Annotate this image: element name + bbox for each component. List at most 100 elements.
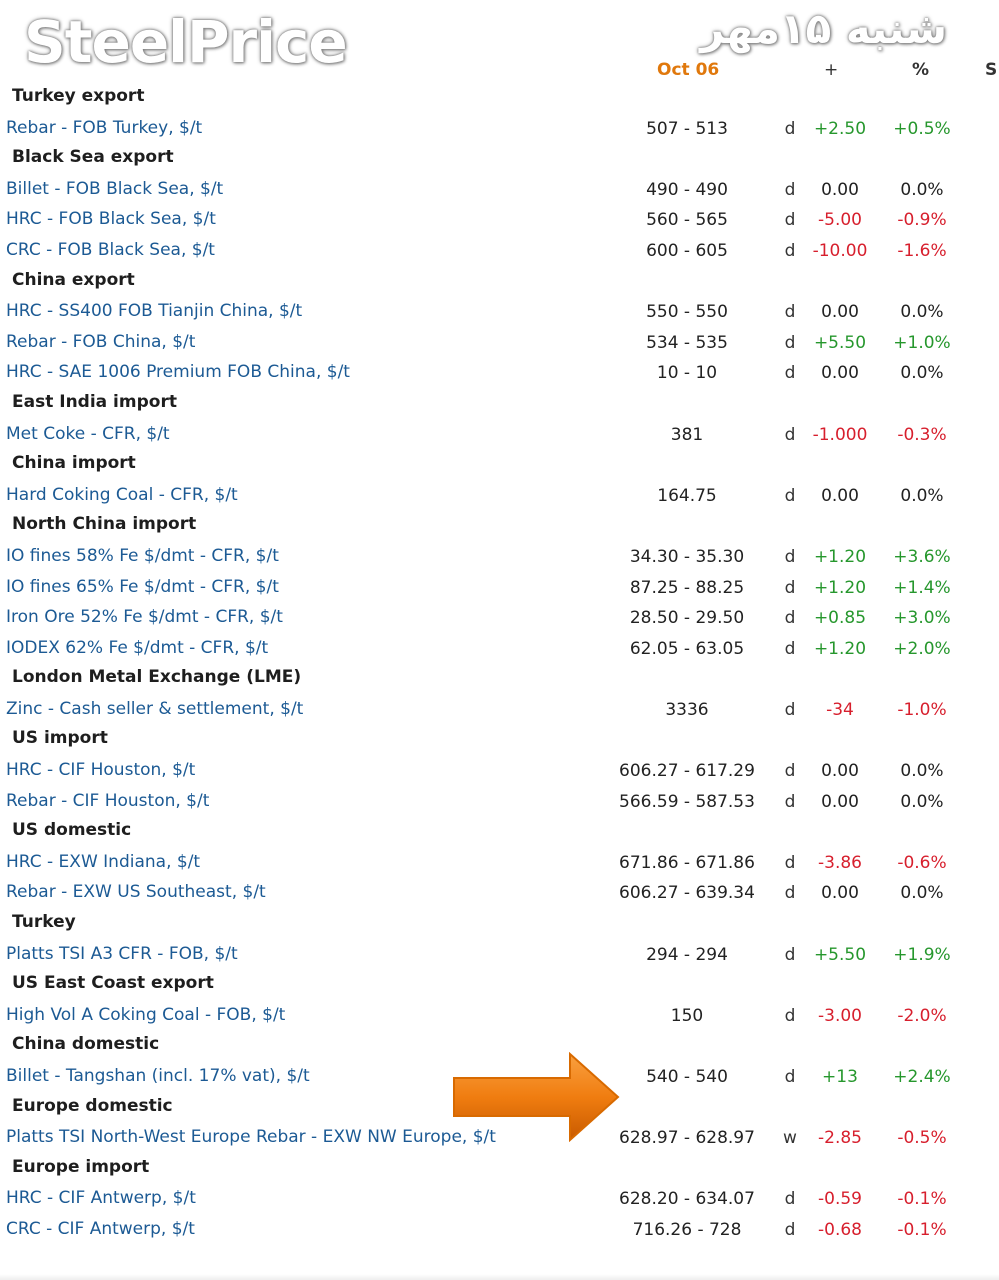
price-range: 606.27 - 617.29	[619, 761, 755, 782]
product-link[interactable]: Platts TSI North-West Europe Rebar - EXW…	[6, 1127, 496, 1148]
section-title: China import	[12, 453, 136, 474]
product-link[interactable]: Hard Coking Coal - CFR, $/t	[6, 484, 238, 505]
frequency: d	[784, 546, 796, 567]
product-link[interactable]: Rebar - CIF Houston, $/t	[6, 790, 210, 811]
price-change: -3.86	[818, 852, 862, 873]
section-header: North China import	[0, 512, 999, 543]
frequency: d	[784, 791, 796, 812]
price-change: +13	[822, 1067, 858, 1087]
price-row: Iron Ore 52% Fe $/dmt - CFR, $/t 28.50 - …	[0, 604, 999, 635]
product-link[interactable]: IO fines 65% Fe $/dmt - CFR, $/t	[6, 576, 279, 597]
product-link[interactable]: Iron Ore 52% Fe $/dmt - CFR, $/t	[6, 607, 283, 628]
price-change: -1.000	[812, 424, 868, 445]
percent-change: -1.6%	[897, 240, 947, 261]
price-change: 0.00	[821, 791, 859, 812]
product-link[interactable]: CRC - CIF Antwerp, $/t	[6, 1218, 195, 1239]
price-range: 34.30 - 35.30	[629, 546, 745, 567]
product-link[interactable]: Billet - FOB Black Sea, $/t	[6, 178, 224, 199]
price-range: 3336	[665, 699, 709, 720]
price-row: Zinc - Cash seller & settlement, $/t 3336…	[0, 696, 999, 727]
product-link[interactable]: HRC - CIF Houston, $/t	[6, 760, 196, 781]
percent-change: +1.4%	[893, 577, 951, 598]
section-header: Europe import	[0, 1155, 999, 1186]
price-change: +5.50	[813, 944, 867, 965]
product-link[interactable]: HRC - FOB Black Sea, $/t	[6, 209, 216, 230]
price-range: 550 - 550	[646, 302, 728, 323]
product-link[interactable]: Met Coke - CFR, $/t	[6, 423, 170, 444]
price-range: 507 - 513	[646, 118, 728, 139]
column-header-date[interactable]: Oct 06	[657, 60, 720, 80]
product-link[interactable]: HRC - SAE 1006 Premium FOB China, $/t	[6, 362, 350, 383]
percent-change: 0.0%	[900, 883, 944, 904]
product-link[interactable]: CRC - FOB Black Sea, $/t	[6, 239, 215, 260]
price-row: Met Coke - CFR, $/t 381 d -1.000 -0.3%	[0, 421, 999, 452]
price-range: 671.86 - 671.86	[619, 852, 755, 873]
product-link[interactable]: Rebar - FOB China, $/t	[6, 331, 196, 352]
frequency: d	[784, 1005, 796, 1026]
percent-change: +0.5%	[893, 118, 951, 139]
section-title: Turkey export	[12, 86, 145, 106]
section-title: China export	[12, 269, 135, 290]
price-change: -0.59	[818, 1189, 862, 1210]
product-link[interactable]: Billet - Tangshan (incl. 17% vat), $/t	[6, 1066, 310, 1086]
product-link[interactable]: IODEX 62% Fe $/dmt - CFR, $/t	[6, 637, 269, 658]
price-row: CRC - CIF Antwerp, $/t 716.26 - 728 d -0.68…	[0, 1216, 999, 1247]
price-change: 0.00	[821, 485, 859, 506]
section-header: US domestic	[0, 818, 999, 849]
product-link[interactable]: Zinc - Cash seller & settlement, $/t	[6, 698, 304, 719]
percent-change: 0.0%	[900, 791, 944, 812]
frequency: d	[784, 302, 796, 323]
frequency: d	[784, 699, 796, 720]
price-range: 62.05 - 63.05	[629, 638, 745, 659]
percent-change: -0.5%	[897, 1128, 947, 1149]
price-change: -34	[826, 699, 854, 720]
section-title: London Metal Exchange (LME)	[12, 667, 302, 688]
section-title: East India import	[12, 391, 177, 412]
percent-change: 0.0%	[900, 179, 944, 200]
price-change: +1.20	[813, 638, 867, 659]
percent-change: +2.0%	[893, 638, 951, 659]
price-row: HRC - CIF Antwerp, $/t 628.20 - 634.07 d -0…	[0, 1185, 999, 1216]
section-title: US import	[12, 728, 108, 749]
percent-change: -0.1%	[897, 1219, 947, 1240]
price-change: -10.00	[812, 240, 868, 261]
section-header: East India import	[0, 390, 999, 421]
price-row: High Vol A Coking Coal - FOB, $/t 150 d -3.…	[0, 1002, 999, 1033]
frequency: d	[784, 761, 796, 782]
price-change: -3.00	[818, 1005, 862, 1026]
section-title: Europe import	[12, 1156, 150, 1177]
frequency: d	[784, 577, 796, 598]
section-header: Turkey export	[0, 84, 999, 115]
product-link[interactable]: High Vol A Coking Coal - FOB, $/t	[6, 1004, 286, 1025]
section-header: London Metal Exchange (LME)	[0, 665, 999, 696]
column-header-extra: S	[985, 60, 998, 80]
product-link[interactable]: Rebar - FOB Turkey, $/t	[6, 117, 203, 138]
percent-change: -0.9%	[897, 210, 947, 231]
product-link[interactable]: Rebar - EXW US Southeast, $/t	[6, 882, 266, 903]
price-range: 10 - 10	[656, 363, 718, 384]
column-header-change[interactable]: +	[824, 60, 839, 80]
price-table: Turkey export Rebar - FOB Turkey, $/t 507 …	[0, 84, 999, 1247]
product-link[interactable]: HRC - CIF Antwerp, $/t	[6, 1188, 196, 1209]
product-link[interactable]: HRC - SS400 FOB Tianjin China, $/t	[6, 301, 303, 322]
section-header: US import	[0, 726, 999, 757]
column-header-percent[interactable]: %	[912, 60, 930, 80]
product-link[interactable]: IO fines 58% Fe $/dmt - CFR, $/t	[6, 545, 279, 566]
price-range: 716.26 - 728	[632, 1219, 742, 1240]
price-row: HRC - FOB Black Sea, $/t 560 - 565 d -5.00 -…	[0, 206, 999, 237]
frequency: d	[784, 240, 796, 261]
section-title: Turkey	[12, 912, 76, 933]
section-title: Europe domestic	[12, 1095, 173, 1116]
frequency: d	[784, 485, 796, 506]
price-row: Hard Coking Coal - CFR, $/t 164.75 d 0.00 0.…	[0, 482, 999, 513]
percent-change: +1.9%	[893, 944, 951, 965]
product-link[interactable]: Platts TSI A3 CFR - FOB, $/t	[6, 943, 238, 964]
price-range: 540 - 540	[646, 1067, 728, 1087]
product-link[interactable]: HRC - EXW Indiana, $/t	[6, 851, 201, 872]
frequency: d	[784, 852, 796, 873]
price-range: 164.75	[657, 485, 717, 506]
frequency: d	[784, 363, 796, 384]
section-header: Europe domestic	[0, 1094, 999, 1125]
frequency: d	[784, 944, 796, 965]
percent-change: +1.0%	[893, 332, 951, 353]
